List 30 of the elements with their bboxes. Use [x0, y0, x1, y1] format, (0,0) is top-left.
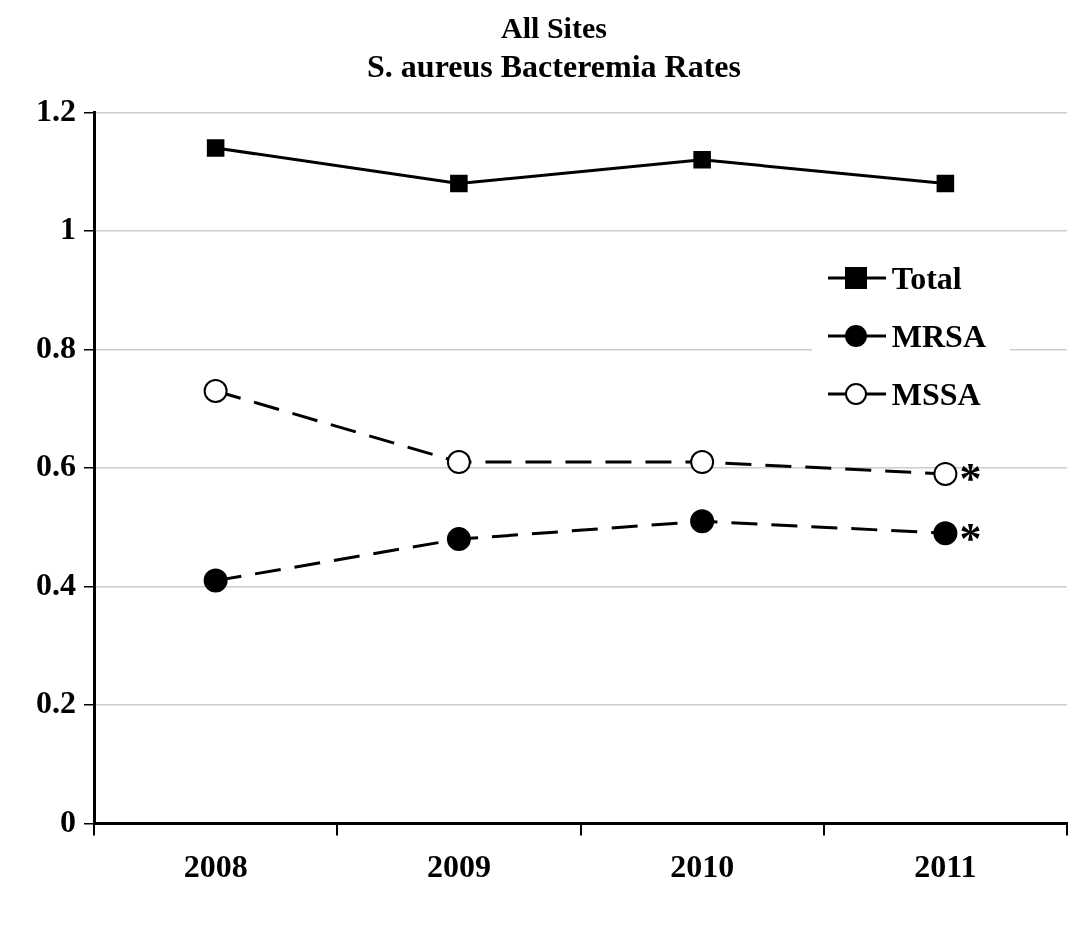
- point: [936, 174, 955, 193]
- point: [203, 378, 228, 403]
- x-tick-label: 2011: [914, 848, 977, 885]
- y-tick-label: 1.2: [36, 91, 76, 128]
- x-tick-label: 2010: [670, 848, 735, 885]
- annotation: *: [959, 454, 982, 504]
- annotation: *: [959, 513, 982, 563]
- y-tick-label: 0.2: [36, 684, 76, 721]
- point: [690, 450, 715, 475]
- x-tick-label: 2009: [426, 848, 491, 885]
- legend-label: MSSA: [891, 375, 981, 413]
- chart-subtitle: S. aureus Bacteremia Rates: [367, 48, 741, 85]
- point: [203, 568, 228, 593]
- y-tick-label: 0.6: [36, 447, 76, 484]
- point: [206, 139, 225, 157]
- point: [933, 461, 958, 486]
- point: [446, 450, 471, 475]
- point: [450, 174, 468, 193]
- point: [690, 509, 715, 534]
- point: [446, 527, 471, 552]
- y-tick-label: 1: [60, 210, 76, 247]
- chart-title: All Sites: [501, 10, 607, 44]
- x-tick-label: 2008: [183, 848, 248, 885]
- y-tick-label: 0: [60, 802, 76, 839]
- y-tick-label: 0.8: [36, 328, 76, 365]
- point: [693, 151, 711, 169]
- legend-label: Total: [891, 259, 962, 297]
- legend-label: MRSA: [891, 317, 986, 355]
- point: [933, 521, 958, 546]
- y-tick-label: 0.4: [36, 565, 76, 602]
